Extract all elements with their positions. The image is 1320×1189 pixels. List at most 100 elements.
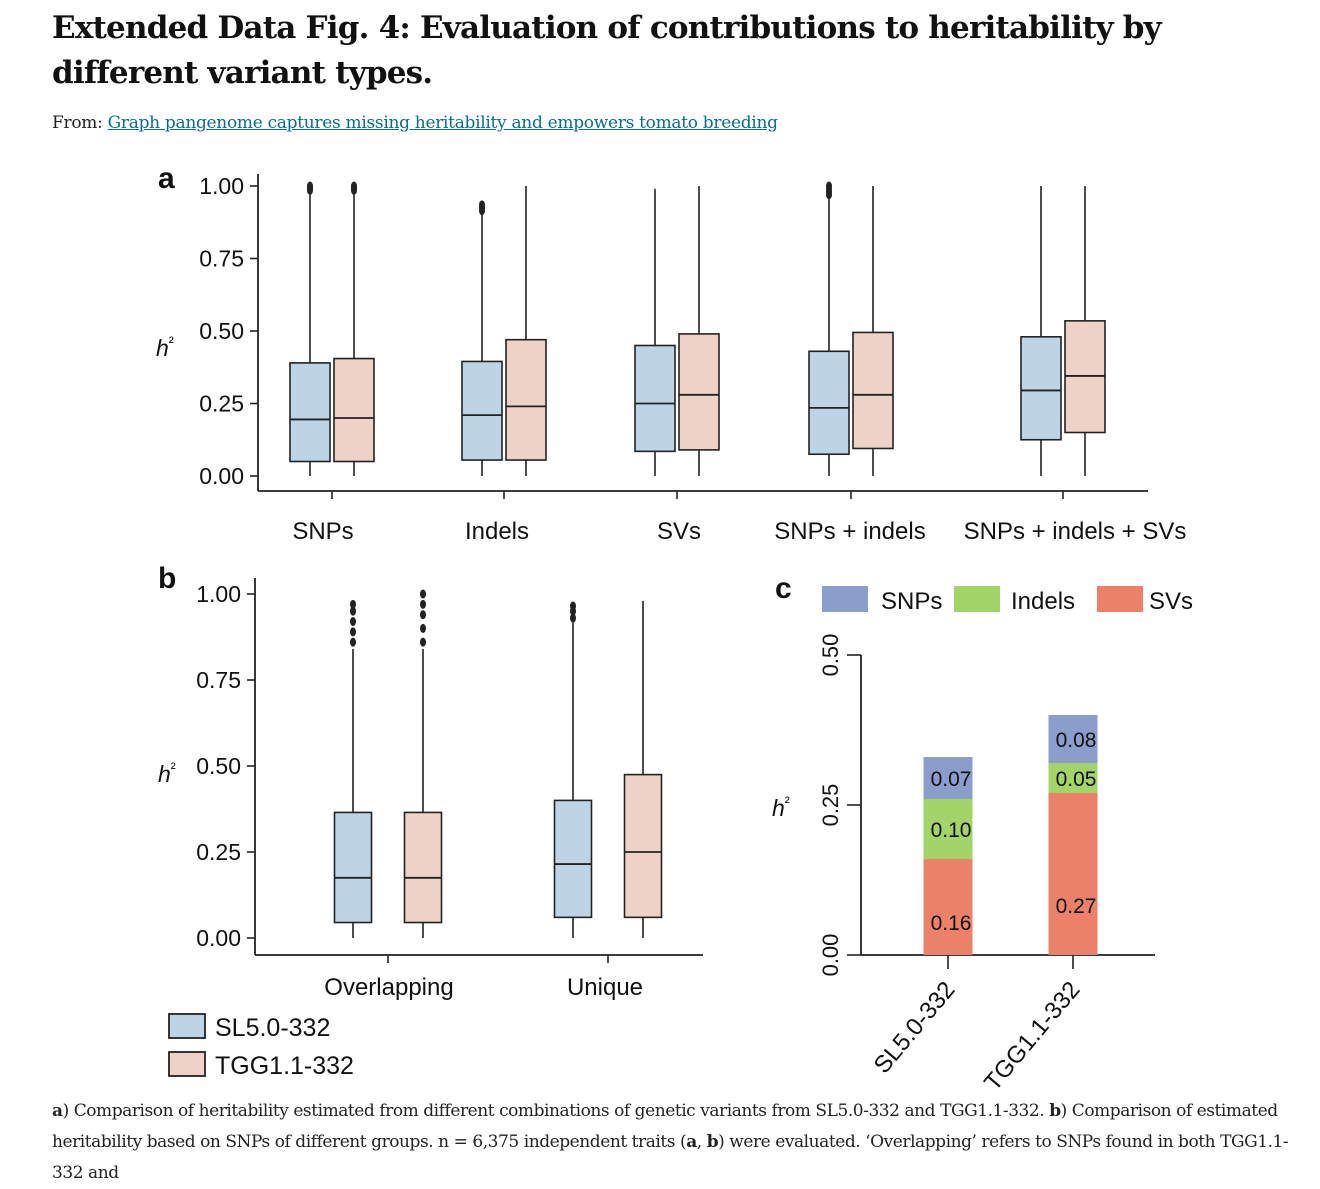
outlier-point — [570, 613, 576, 623]
caption-b-tag: b — [1049, 1101, 1061, 1121]
data-label: 0.27 — [1056, 895, 1097, 918]
box-tgg1 — [333, 181, 375, 476]
x-tick-label: SL5.0-332 — [869, 977, 961, 1079]
figure-caption: a) Comparison of heritability estimated … — [52, 1096, 1302, 1189]
box-body — [505, 338, 547, 461]
source-article-link[interactable]: Graph pangenome captures missing heritab… — [107, 113, 778, 133]
box-sl5 — [634, 188, 676, 476]
box-tgg1 — [403, 589, 443, 938]
source-line: From: Graph pangenome captures missing h… — [52, 113, 778, 133]
legend-label: TGG1.1-332 — [215, 1052, 354, 1080]
box-tgg1 — [852, 186, 894, 476]
x-tick-label: Overlapping — [324, 974, 453, 1001]
bar-segment-indels — [1048, 763, 1098, 793]
panel-a-boxplot: a 0.00 0.25 0.50 0.75 1.00 h² SNPs Indels SVs SNPs… — [156, 162, 1186, 545]
panel-letter: a — [158, 162, 175, 195]
bar-segment-svs — [923, 859, 973, 955]
caption-a-text: ) Comparison of heritability estimated f… — [62, 1101, 1050, 1121]
x-tick-label: Unique — [567, 974, 643, 1001]
caption-b-ref: b — [706, 1132, 719, 1152]
y-tick-label: 0.25 — [199, 391, 244, 417]
y-axis-label: h² — [158, 760, 176, 787]
box-body — [1020, 335, 1062, 441]
legend-label: Indels — [1011, 588, 1075, 615]
y-tick-label: 0.75 — [196, 667, 241, 693]
box-sl5 — [808, 181, 850, 476]
panel-c-stacked-bar: c SNPs Indels SVs 0.00 0.25 0.50 h² 0.16 0.10 0.07… — [772, 572, 1193, 1090]
box-sl5 — [461, 200, 503, 476]
box-body — [808, 350, 850, 456]
box-tgg1 — [678, 186, 720, 476]
data-label: 0.10 — [931, 819, 972, 842]
box-body — [333, 357, 375, 463]
y-tick-label: 0.75 — [199, 246, 244, 272]
outlier-point — [826, 181, 832, 191]
bar-segment-svs — [1048, 793, 1098, 955]
y-tick-label: 0.00 — [199, 463, 244, 489]
x-tick-label: SNPs — [292, 518, 353, 545]
x-tick-label: TGG1.1-332 — [979, 977, 1085, 1090]
data-label: 0.08 — [1056, 729, 1097, 752]
figure-graphic: a 0.00 0.25 0.50 0.75 1.00 h² SNPs Indels SVs SNPs… — [156, 162, 1193, 1090]
box-sl5 — [1020, 186, 1062, 476]
legend-label: SL5.0-332 — [215, 1014, 330, 1042]
outlier-point — [420, 599, 426, 609]
bar-segment-indels — [923, 799, 973, 859]
box-tgg1 — [505, 186, 547, 476]
box-body — [623, 773, 663, 919]
legend-swatch-snps — [822, 586, 868, 612]
legend-label: SVs — [1149, 588, 1193, 615]
data-label: 0.07 — [931, 768, 972, 791]
y-axis-label: h² — [156, 334, 174, 361]
panel-b-boxplot: b 0.00 0.25 0.50 0.75 1.00 h² Overlapping Unique… — [158, 562, 703, 1080]
outlier-point — [420, 589, 426, 599]
legend-swatch-svs — [1097, 586, 1143, 612]
x-tick-label: SVs — [657, 518, 701, 545]
y-tick-label: 1.00 — [199, 173, 244, 199]
outlier-point — [350, 627, 356, 637]
bar-segment-snps — [1048, 715, 1098, 763]
x-tick-label: SNPs + indels — [774, 518, 925, 545]
box-tgg1 — [623, 600, 663, 938]
outlier-point — [350, 637, 356, 647]
y-tick-label: 0.50 — [818, 634, 843, 677]
legend-swatch — [168, 1051, 206, 1077]
panel-letter: b — [158, 562, 176, 595]
y-tick-label: 1.00 — [196, 581, 241, 607]
box-body — [333, 811, 373, 924]
caption-a-ref: a — [686, 1132, 697, 1152]
box-tgg1 — [1064, 186, 1106, 476]
outlier-point — [350, 617, 356, 627]
outlier-point — [350, 606, 356, 616]
outlier-point — [351, 181, 357, 191]
caption-a-tag: a — [52, 1101, 63, 1121]
y-tick-label: 0.50 — [196, 753, 241, 779]
y-tick-label: 0.00 — [818, 934, 843, 977]
box-body — [289, 362, 331, 463]
data-label: 0.16 — [931, 912, 972, 935]
outlier-point — [420, 623, 426, 633]
box-body — [678, 333, 720, 451]
box-sl5 — [333, 599, 373, 938]
box-body — [403, 811, 443, 924]
y-tick-label: 0.50 — [199, 318, 244, 344]
y-tick-label: 0.25 — [818, 784, 843, 827]
outlier-point — [307, 181, 313, 191]
caption-sep: , — [696, 1132, 707, 1152]
y-tick-label: 0.25 — [196, 839, 241, 865]
box-sl5 — [289, 181, 331, 476]
figure-title: Extended Data Fig. 4: Evaluation of cont… — [52, 10, 1162, 91]
legend-swatch-indels — [954, 586, 1000, 612]
box-body — [634, 344, 676, 453]
x-tick-label: SNPs + indels + SVs — [964, 518, 1187, 545]
box-sl5 — [553, 601, 593, 938]
outlier-point — [420, 637, 426, 647]
from-label: From: — [52, 113, 103, 133]
box-body — [852, 331, 894, 450]
y-tick-label: 0.00 — [196, 925, 241, 951]
data-label: 0.05 — [1056, 768, 1097, 791]
box-body — [553, 799, 593, 919]
outlier-point — [479, 200, 485, 210]
legend-label: SNPs — [881, 588, 942, 615]
outlier-point — [350, 599, 356, 609]
